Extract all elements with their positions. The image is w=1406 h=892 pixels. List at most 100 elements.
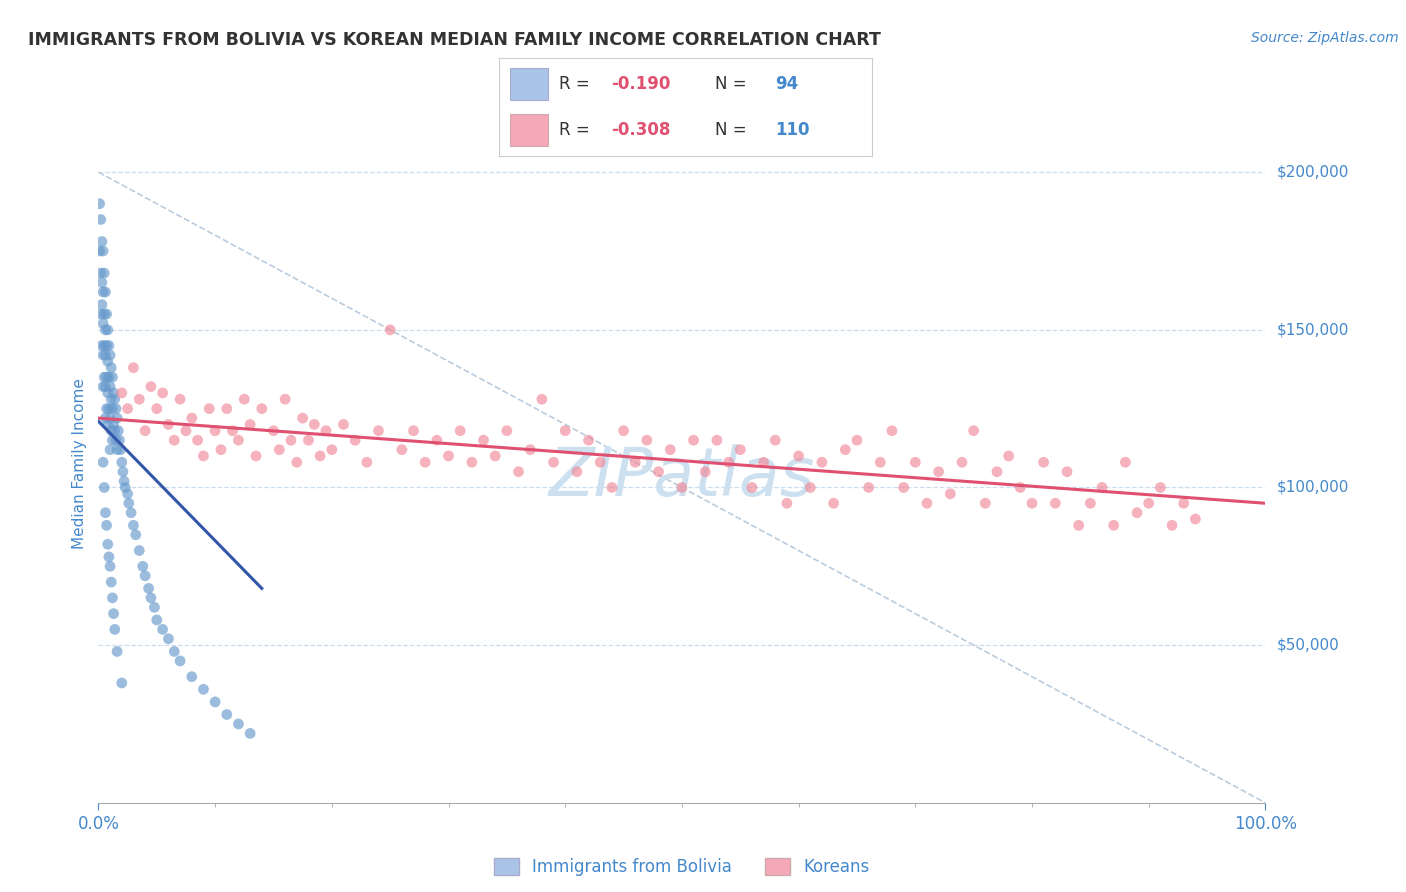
Point [1137, 496, 1160, 510]
Point [96, 338, 118, 352]
Point [101, 433, 124, 447]
Point [1056, 465, 1078, 479]
Point [228, 717, 250, 731]
Point [91, 455, 114, 469]
Point [134, 568, 156, 582]
Point [125, 528, 148, 542]
Point [146, 401, 169, 416]
Point [624, 455, 647, 469]
Point [845, 433, 868, 447]
Point [139, 379, 162, 393]
Point [111, 455, 134, 469]
Point [103, 385, 125, 400]
Point [157, 417, 180, 432]
Point [543, 455, 565, 469]
Point [93, 307, 115, 321]
Point [495, 424, 517, 438]
Point [717, 455, 740, 469]
Point [97, 549, 120, 564]
Point [565, 465, 588, 479]
Point [89, 196, 111, 211]
Point [89, 244, 111, 258]
Point [671, 481, 693, 495]
Point [508, 465, 530, 479]
Point [100, 575, 122, 590]
Legend: Immigrants from Bolivia, Koreans: Immigrants from Bolivia, Koreans [494, 857, 870, 876]
Point [93, 370, 115, 384]
Point [128, 543, 150, 558]
Point [91, 317, 114, 331]
Point [180, 411, 202, 425]
Point [157, 632, 180, 646]
Point [97, 370, 120, 384]
Point [174, 424, 197, 438]
Point [193, 449, 215, 463]
Point [90, 307, 112, 321]
Point [344, 433, 367, 447]
Point [97, 385, 120, 400]
Point [449, 424, 471, 438]
Point [94, 506, 117, 520]
Point [893, 481, 915, 495]
Point [146, 613, 169, 627]
Text: $50,000: $50,000 [1277, 638, 1340, 653]
Point [193, 682, 215, 697]
Point [117, 487, 139, 501]
Point [104, 433, 127, 447]
Point [706, 433, 728, 447]
Point [198, 401, 221, 416]
Point [367, 424, 389, 438]
Bar [510, 68, 547, 100]
Point [90, 266, 112, 280]
Point [262, 424, 284, 438]
Point [105, 442, 128, 457]
Point [274, 392, 297, 407]
Point [554, 424, 576, 438]
Point [169, 392, 191, 407]
Point [97, 417, 120, 432]
Point [834, 442, 856, 457]
Point [91, 285, 114, 299]
Point [939, 487, 962, 501]
Point [1149, 481, 1171, 495]
Point [297, 433, 319, 447]
Point [695, 465, 717, 479]
Point [986, 465, 1008, 479]
Point [111, 676, 134, 690]
Point [97, 354, 120, 368]
Point [578, 433, 600, 447]
Point [104, 401, 127, 416]
Point [823, 496, 845, 510]
Point [776, 496, 799, 510]
Point [209, 442, 232, 457]
Point [461, 455, 484, 469]
Point [101, 591, 124, 605]
Text: $200,000: $200,000 [1277, 165, 1350, 179]
Point [1184, 512, 1206, 526]
Point [233, 392, 256, 407]
Point [163, 433, 186, 447]
Point [928, 465, 950, 479]
Point [112, 474, 135, 488]
Point [437, 449, 460, 463]
Point [169, 654, 191, 668]
Point [221, 424, 243, 438]
Text: Source: ZipAtlas.com: Source: ZipAtlas.com [1251, 31, 1399, 45]
Point [787, 449, 810, 463]
Point [1091, 481, 1114, 495]
Point [93, 266, 115, 280]
Point [1126, 506, 1149, 520]
Point [96, 401, 118, 416]
Point [101, 370, 124, 384]
Point [472, 433, 495, 447]
Point [589, 455, 612, 469]
Point [163, 644, 186, 658]
Text: ZIPatlas: ZIPatlas [548, 444, 815, 510]
Point [1114, 455, 1136, 469]
Point [132, 559, 155, 574]
Point [309, 449, 332, 463]
Text: -0.308: -0.308 [612, 120, 671, 138]
Point [291, 411, 314, 425]
Point [858, 481, 880, 495]
Point [103, 417, 125, 432]
